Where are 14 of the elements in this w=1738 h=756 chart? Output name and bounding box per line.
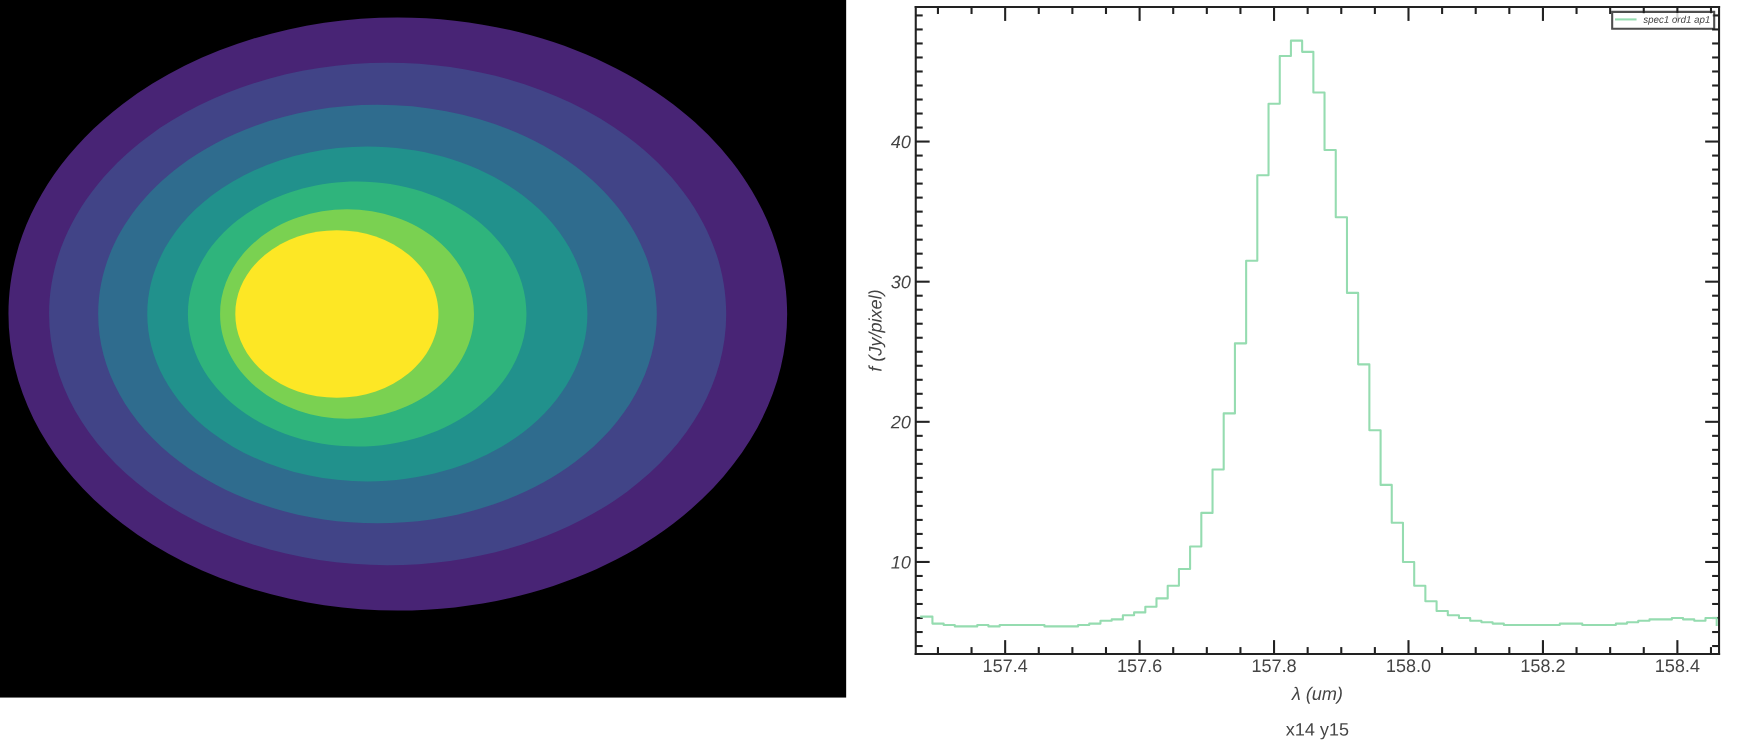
y-axis-title: f (Jy/pixel) bbox=[868, 290, 886, 372]
x-tick-label: 157.4 bbox=[983, 659, 1028, 673]
text: x14 y15 bbox=[1285, 723, 1349, 740]
y-tick-label: 20 bbox=[890, 415, 911, 429]
x-tick-label: 158.4 bbox=[1656, 659, 1700, 673]
legend-label: spec1 ord1 ap1 bbox=[1643, 15, 1710, 25]
x-tick-label: 157.8 bbox=[1252, 659, 1296, 673]
x-tick-label: 158.0 bbox=[1387, 659, 1431, 673]
x-axis-title: λ (um) bbox=[1291, 686, 1342, 704]
x-tick-label: 157.6 bbox=[1118, 659, 1162, 673]
x-tick-label: 158.2 bbox=[1521, 659, 1565, 673]
y-tick-label: 10 bbox=[891, 555, 911, 569]
y-tick-label: 30 bbox=[891, 275, 911, 289]
y-tick-label: 40 bbox=[890, 135, 911, 149]
